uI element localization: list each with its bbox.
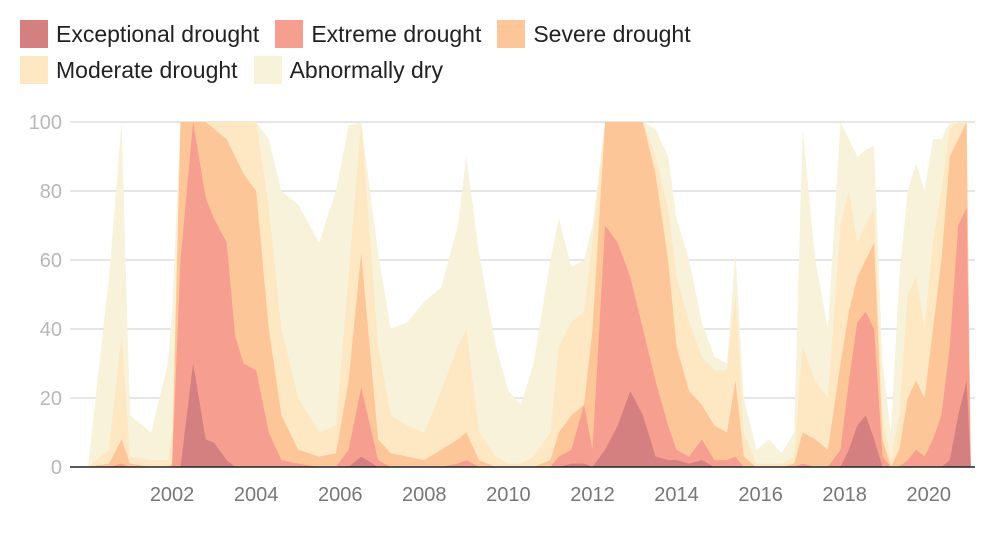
legend-item-moderate[interactable]: Moderate drought [20, 56, 238, 84]
legend-swatch-extreme [275, 20, 304, 48]
legend-label-extreme: Extreme drought [311, 20, 482, 47]
y-tick-label-20: 20 [40, 388, 62, 410]
x-tick-label-2010: 2010 [486, 484, 531, 506]
legend-label-exceptional: Exceptional drought [56, 20, 260, 47]
legend-label-abnormally-dry: Abnormally dry [289, 56, 443, 83]
y-tick-label-60: 60 [40, 250, 62, 272]
legend-swatch-severe [497, 20, 526, 48]
x-tick-label-2014: 2014 [654, 484, 699, 506]
legend-swatch-exceptional [20, 20, 48, 48]
legend-label-moderate: Moderate drought [56, 56, 238, 83]
x-tick-label-2008: 2008 [402, 484, 447, 506]
y-tick-label-100: 100 [29, 112, 62, 134]
legend-row-1: Exceptional drought Extreme drought Seve… [20, 16, 980, 52]
x-tick-label-2006: 2006 [318, 484, 363, 506]
x-tick-label-2012: 2012 [570, 484, 615, 506]
x-tick-label-2018: 2018 [822, 484, 867, 506]
x-axis: 2002 2004 2006 2008 2010 2012 2014 2016 2018 2020 [70, 466, 975, 506]
legend-label-severe: Severe drought [533, 20, 691, 47]
y-axis: 0 20 40 60 80 100 [29, 112, 62, 479]
legend-item-extreme[interactable]: Extreme drought [275, 20, 481, 48]
y-tick-label-0: 0 [51, 457, 62, 479]
x-tick-label-2002: 2002 [150, 484, 195, 506]
legend-item-exceptional[interactable]: Exceptional drought [20, 20, 259, 48]
legend-swatch-abnormally-dry [253, 56, 282, 84]
legend-item-severe[interactable]: Severe drought [497, 20, 691, 48]
legend: Exceptional drought Extreme drought Seve… [20, 16, 980, 88]
legend-item-abnormally-dry[interactable]: Abnormally dry [253, 56, 443, 84]
area-series-group [88, 122, 971, 467]
y-tick-label-80: 80 [40, 181, 62, 203]
x-tick-label-2016: 2016 [738, 484, 783, 506]
y-tick-label-40: 40 [40, 319, 62, 341]
x-tick-label-2020: 2020 [907, 484, 952, 506]
x-tick-label-2004: 2004 [234, 484, 279, 506]
legend-row-2: Moderate drought Abnormally dry [20, 52, 980, 88]
legend-swatch-moderate [20, 56, 48, 84]
area-abnormally-dry [88, 122, 971, 467]
area-extreme-drought [88, 122, 971, 467]
